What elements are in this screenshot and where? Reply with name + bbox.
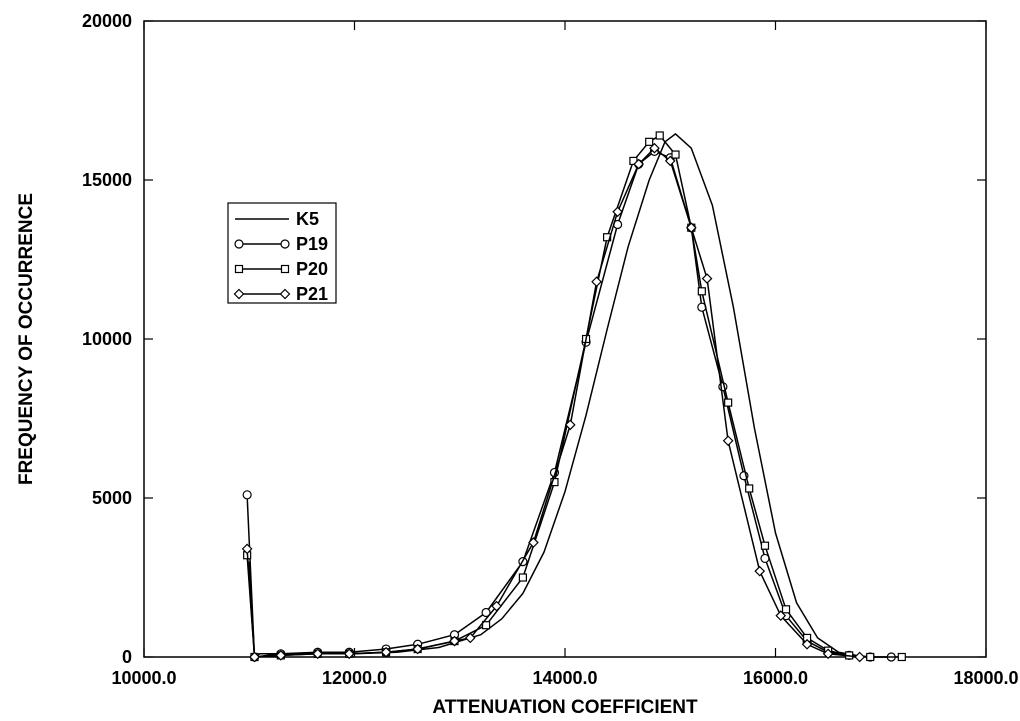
point-P21-3 — [312, 648, 324, 660]
legend-marker-P21-start — [233, 288, 245, 300]
point-P21-22 — [801, 638, 813, 650]
point-P21-1 — [249, 651, 260, 663]
series-line-P19 — [246, 150, 892, 658]
point-P21-9 — [491, 600, 502, 612]
point-P21-17 — [685, 222, 697, 234]
y-tick-label-2: 10000 — [82, 329, 132, 349]
legend: K5 P19 P20 P21 — [227, 202, 337, 304]
series-line-P21 — [246, 147, 860, 658]
point-P21-24 — [854, 651, 866, 663]
point-P20-22 — [781, 605, 791, 614]
y-tick-label-3: 15000 — [82, 170, 132, 190]
point-P21-18 — [701, 273, 713, 284]
y-tick-label-4: 20000 — [82, 11, 132, 31]
x-tick-label-2: 14000.0 — [532, 668, 597, 688]
series-line-P20 — [246, 134, 902, 658]
point-P20-18 — [697, 287, 706, 296]
point-P21-16 — [664, 155, 676, 167]
point-P21-15 — [649, 142, 660, 154]
point-P20-8 — [481, 621, 491, 630]
point-P20-15 — [655, 131, 664, 140]
point-P20-14 — [645, 137, 654, 146]
point-P19-0 — [242, 490, 252, 500]
x-tick-label-1: 12000.0 — [322, 668, 387, 688]
y-axis-label: FREQUENCY OF OCCURRENCE — [16, 193, 37, 485]
point-P21-4 — [343, 648, 355, 660]
point-P20-27 — [897, 652, 906, 662]
legend-label-P19: P19 — [296, 234, 328, 254]
series-layer — [241, 131, 906, 663]
point-P20-26 — [866, 652, 875, 662]
point-P21-23 — [822, 648, 834, 660]
x-tick-label-3: 16000.0 — [743, 668, 808, 688]
y-tick-labels: 0 5000 10000 15000 20000 — [82, 11, 132, 667]
point-P20-10 — [550, 478, 559, 487]
legend-label-P21: P21 — [296, 284, 328, 304]
y-tick-label-0: 0 — [122, 647, 132, 667]
point-P20-9 — [518, 573, 528, 582]
plot-frame — [143, 20, 987, 658]
point-P21-13 — [612, 206, 623, 218]
point-P21-12 — [591, 276, 602, 288]
point-P20-20 — [745, 484, 754, 493]
point-P20-21 — [760, 541, 770, 550]
legend-marker-P19-end — [280, 239, 290, 249]
legend-label-P20: P20 — [296, 259, 328, 279]
x-axis-label: ATTENUATION COEFFICIENT — [432, 697, 698, 718]
point-P21-2 — [275, 650, 287, 661]
x-tick-label-4: 18000.0 — [953, 668, 1018, 688]
point-P21-0 — [241, 543, 253, 555]
point-P21-10 — [528, 537, 539, 548]
x-tick-labels: 10000.0 12000.0 14000.0 16000.0 18000.0 — [111, 668, 1018, 688]
point-P21-6 — [412, 643, 423, 655]
legend-marker-P20-start — [234, 264, 244, 274]
legend-marker-P21-end — [279, 288, 291, 300]
point-P21-19 — [722, 435, 734, 447]
point-P19-8 — [481, 607, 491, 618]
legend-label-K5: K5 — [296, 209, 319, 229]
point-P21-14 — [633, 158, 645, 170]
tick-marks — [143, 20, 987, 658]
point-P21-21 — [775, 610, 787, 622]
legend-marker-P20-end — [280, 264, 290, 274]
point-P21-11 — [564, 419, 576, 431]
point-P21-5 — [380, 646, 392, 658]
point-P21-7 — [449, 635, 460, 647]
series-line-K5 — [248, 133, 871, 658]
x-tick-label-0: 10000.0 — [111, 668, 176, 688]
legend-marker-P19-start — [234, 239, 244, 249]
point-P20-19 — [724, 398, 733, 407]
point-P21-8 — [464, 632, 476, 644]
y-tick-label-1: 5000 — [92, 488, 132, 508]
point-P21-20 — [754, 565, 766, 577]
point-P20-16 — [671, 150, 680, 159]
